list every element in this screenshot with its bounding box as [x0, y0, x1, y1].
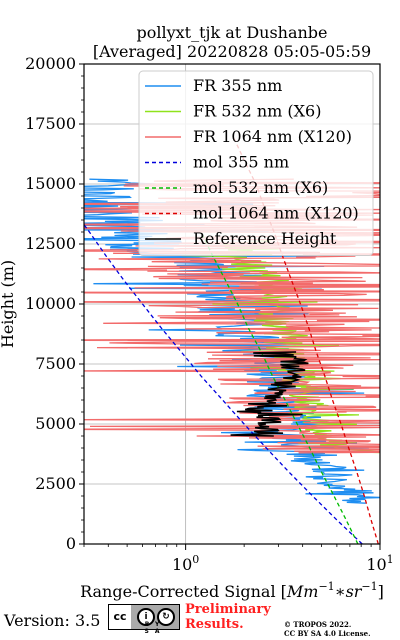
- chart-title: pollyxt_tjk at Dushanbe: [136, 23, 327, 42]
- by-attribution-icon: i: [137, 608, 155, 626]
- y-axis-label: Height (m): [0, 260, 17, 348]
- x-axis-label-mid: ∗sr: [335, 582, 363, 601]
- legend-label: Reference Height: [193, 229, 337, 248]
- legend-label: FR 355 nm: [193, 76, 282, 95]
- cc-icon: cc: [109, 605, 131, 629]
- y-tick-label: 10000: [25, 294, 76, 313]
- version-label: Version: 3.5: [4, 611, 101, 630]
- y-tick-label: 7500: [35, 354, 76, 373]
- cc-license-badge: cc i ↻ BY SA: [108, 604, 180, 635]
- copyright-note: © TROPOS 2022. CC BY SA 4.0 License.: [284, 620, 371, 638]
- x-axis-label-unit: Mm: [286, 582, 319, 601]
- y-tick-label: 17500: [25, 114, 76, 133]
- y-tick-label: 15000: [25, 174, 76, 193]
- cc-sa-text: SA: [144, 628, 166, 635]
- series-line-6: [230, 351, 309, 437]
- copyright-line-2: CC BY SA 4.0 License.: [284, 629, 371, 638]
- x-axis-label: Range-Corrected Signal [Mm−1∗sr−1]: [80, 580, 384, 601]
- legend: FR 355 nm FR 532 nm (X6) FR 1064 nm (X120)…: [138, 70, 374, 256]
- y-tick-label: 12500: [25, 234, 76, 253]
- copyright-line-1: © TROPOS 2022.: [284, 620, 352, 629]
- y-tick-label: 5000: [35, 414, 76, 433]
- chart-subtitle: [Averaged] 20220828 05:05-05:59: [93, 42, 371, 61]
- legend-label: mol 532 nm (X6): [193, 178, 328, 197]
- preliminary-line-2: Results.: [185, 617, 244, 632]
- x-tick-label: 100: [172, 553, 199, 574]
- x-axis-label-end: ]: [378, 582, 384, 601]
- x-axis-label-exp2: −1: [361, 580, 377, 593]
- share-alike-icon: ↻: [157, 608, 175, 626]
- legend-box: [138, 70, 374, 256]
- legend-label: mol 355 nm: [193, 153, 289, 172]
- cc-badge-text: BY SA: [131, 621, 179, 635]
- preliminary-results-note: Preliminary Results.: [185, 602, 271, 632]
- y-tick-label: 0: [66, 534, 76, 553]
- x-tick-label: 101: [366, 553, 393, 574]
- series-line-4: [200, 231, 359, 544]
- y-tick-label: 20000: [25, 54, 76, 73]
- cc-by-text: BY: [144, 621, 166, 628]
- series-line-3: [84, 223, 363, 544]
- x-axis-label-exp1: −1: [318, 580, 334, 593]
- preliminary-line-1: Preliminary: [185, 602, 271, 617]
- y-tick-label: 2500: [35, 474, 76, 493]
- legend-label: FR 1064 nm (X120): [193, 127, 352, 146]
- x-axis-label-main: Range-Corrected Signal [: [80, 582, 287, 601]
- legend-label: mol 1064 nm (X120): [193, 204, 359, 223]
- axis-ticks: 0 2500 5000 7500 10000 12500 15000 17500 20000 10…: [25, 54, 394, 574]
- legend-label: FR 532 nm (X6): [193, 102, 321, 121]
